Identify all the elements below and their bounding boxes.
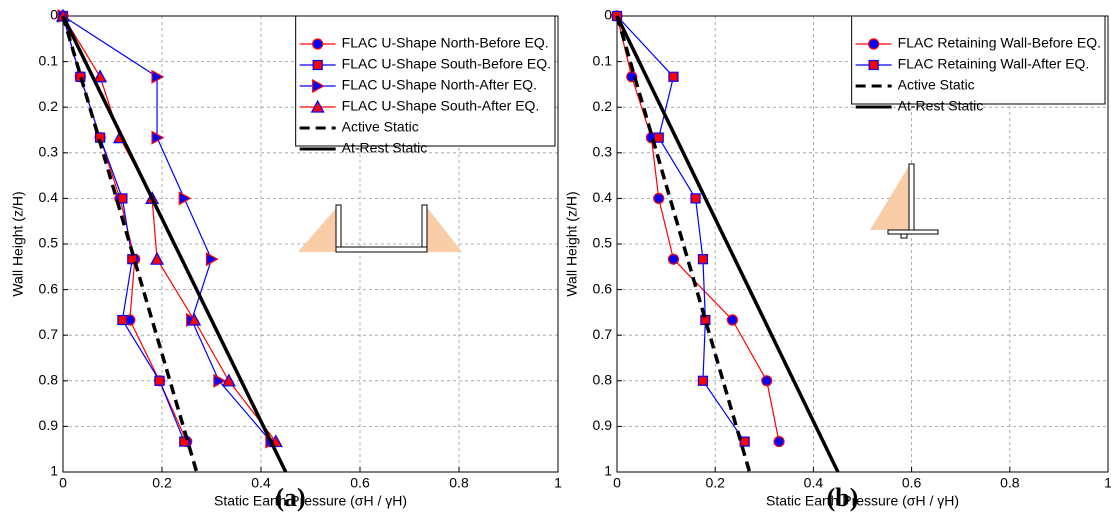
x-tick-label: 1 (1104, 475, 1111, 491)
marker (205, 252, 219, 267)
x-tick-label: 1 (554, 475, 562, 491)
marker (739, 436, 750, 447)
marker (312, 38, 324, 50)
x-axis-label: Static Earth Pressure (σH / γH) (214, 493, 407, 509)
marker (868, 38, 880, 50)
y-tick-label: 0.4 (39, 189, 59, 205)
legend-box (851, 15, 1106, 105)
marker (761, 375, 773, 387)
y-tick-label: 0.6 (39, 280, 59, 296)
x-tick-label: 0.6 (350, 475, 370, 491)
legend-label: FLAC U-Shape North-Before EQ. (342, 35, 549, 51)
marker (151, 69, 165, 84)
marker (93, 69, 108, 83)
marker (150, 251, 165, 265)
marker (667, 253, 680, 265)
marker (154, 375, 165, 386)
caption: (b) (827, 483, 859, 512)
y-axis-label: Wall Height (z/H) (10, 191, 26, 296)
series-line (61, 15, 288, 473)
x-tick-label: 0.8 (449, 475, 469, 491)
legend-box (295, 15, 556, 147)
y-tick-label: 0 (604, 7, 612, 23)
y-tick-label: 0.6 (593, 280, 613, 296)
series-line (62, 15, 272, 442)
y-tick-label: 0.7 (593, 326, 613, 342)
x-tick-label: 0.6 (902, 475, 922, 491)
inset-u-shape (298, 204, 462, 253)
marker (668, 71, 679, 82)
marker (117, 314, 128, 326)
y-tick-label: 0.5 (593, 235, 613, 251)
legend-label: At-Rest Static (898, 98, 984, 114)
marker (178, 191, 192, 206)
marker (151, 130, 165, 145)
y-tick-label: 0.1 (593, 52, 613, 68)
legend-label: FLAC U-Shape South-Before EQ. (342, 56, 551, 72)
marker (697, 254, 709, 265)
x-tick-label: 0.8 (1000, 475, 1020, 491)
y-tick-label: 0.3 (39, 144, 59, 160)
marker (653, 192, 665, 204)
y-tick-label: 1 (604, 463, 612, 479)
series-line (62, 15, 277, 442)
legend-label: Active Static (898, 77, 975, 93)
y-tick-label: 0.8 (39, 372, 59, 388)
y-tick-label: 0 (50, 7, 58, 23)
series-line (616, 15, 746, 442)
y-tick-label: 0.7 (39, 326, 59, 342)
y-tick-label: 0.9 (39, 417, 59, 433)
x-tick-label: 0 (59, 475, 67, 491)
inset-retaining-wall (870, 163, 939, 239)
marker (868, 59, 879, 71)
y-tick-label: 0.1 (39, 52, 59, 68)
legend: FLAC Retaining Wall-Before EQ. FLAC Retai… (851, 15, 1106, 114)
marker (653, 132, 664, 143)
x-tick-label: 0 (613, 475, 621, 491)
marker (213, 373, 227, 388)
legend-label: FLAC U-Shape North-After EQ. (342, 77, 537, 93)
marker (179, 436, 190, 447)
legend-label: FLAC Retaining Wall-Before EQ. (898, 35, 1101, 51)
caption: (a) (275, 483, 305, 512)
x-axis-label: Static Earth Pressure (σH / γH) (766, 493, 959, 509)
y-tick-label: 0.3 (593, 144, 613, 160)
y-tick-label: 0.4 (593, 189, 613, 205)
legend-label: FLAC Retaining Wall-After EQ. (898, 56, 1090, 72)
x-tick-label: 0.4 (251, 475, 271, 491)
marker (221, 373, 236, 387)
y-tick-label: 0.9 (593, 417, 613, 433)
marker (312, 59, 323, 71)
marker (187, 312, 202, 326)
y-axis-label: Wall Height (z/H) (564, 191, 580, 296)
marker (117, 193, 128, 204)
legend-label: FLAC U-Shape South-After EQ. (342, 98, 540, 114)
x-tick-label: 0.2 (705, 475, 725, 491)
marker (312, 78, 325, 94)
legend: FLAC U-Shape North-Before EQ. FLAC U-Shap… (295, 15, 556, 156)
y-tick-label: 1 (50, 463, 58, 479)
legend-label: At-Rest Static (342, 140, 428, 156)
legend-label: Active Static (342, 119, 419, 135)
y-tick-label: 0.8 (593, 372, 613, 388)
marker (773, 435, 785, 448)
y-tick-label: 0.5 (39, 235, 59, 251)
y-tick-label: 0.2 (39, 98, 59, 114)
y-tick-label: 0.2 (593, 98, 613, 114)
series-line (615, 15, 840, 473)
x-tick-label: 0.2 (152, 475, 172, 491)
x-tick-label: 0.4 (804, 475, 824, 491)
marker (697, 375, 709, 386)
marker (726, 314, 738, 326)
series-line (616, 15, 780, 442)
marker (310, 99, 325, 113)
marker (690, 193, 701, 204)
